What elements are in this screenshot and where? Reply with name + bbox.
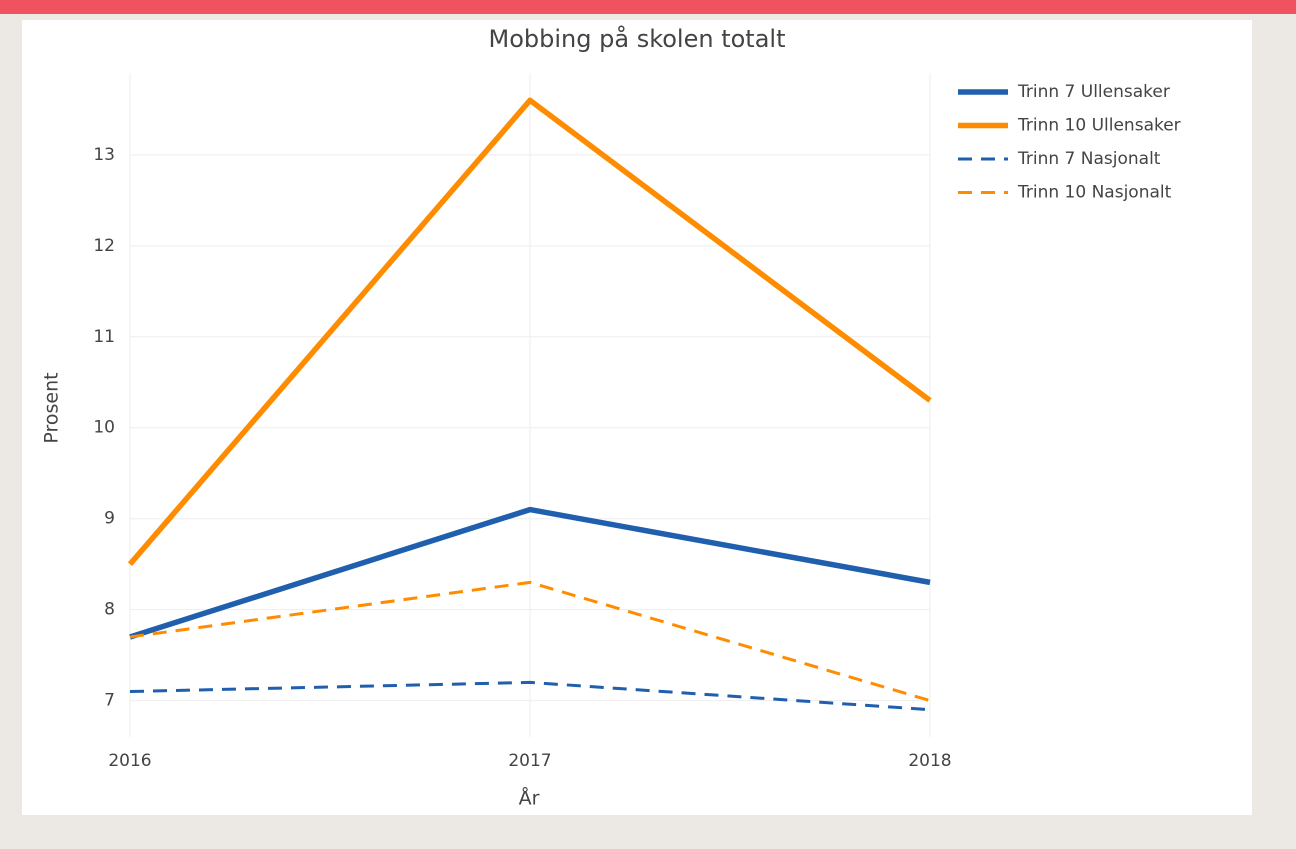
chart-title: Mobbing på skolen totalt bbox=[489, 24, 786, 53]
y-tick-label: 7 bbox=[104, 691, 115, 711]
y-tick-label: 8 bbox=[104, 600, 115, 620]
x-axis-label: År bbox=[519, 787, 540, 810]
y-axis-label: Prosent bbox=[41, 372, 63, 443]
line-series bbox=[129, 580, 931, 703]
chart-panel bbox=[22, 20, 1252, 815]
y-tick-label: 10 bbox=[93, 418, 115, 438]
legend-label: Trinn 10 Nasjonalt bbox=[1017, 183, 1172, 203]
x-tick-label: 2016 bbox=[108, 751, 151, 771]
y-tick-label: 11 bbox=[93, 327, 115, 347]
legend-label: Trinn 10 Ullensaker bbox=[1017, 116, 1181, 136]
legend-label: Trinn 7 Nasjonalt bbox=[1017, 149, 1161, 169]
y-tick-label: 12 bbox=[93, 236, 115, 256]
legend-label: Trinn 7 Ullensaker bbox=[1017, 82, 1170, 102]
x-tick-label: 2018 bbox=[908, 751, 951, 771]
y-tick-label: 13 bbox=[93, 145, 115, 165]
line-series bbox=[129, 680, 931, 712]
y-tick-label: 9 bbox=[104, 509, 115, 529]
line-series bbox=[129, 506, 931, 640]
x-tick-label: 2017 bbox=[508, 751, 551, 771]
line-series bbox=[127, 97, 932, 566]
header-bar bbox=[0, 0, 1296, 14]
